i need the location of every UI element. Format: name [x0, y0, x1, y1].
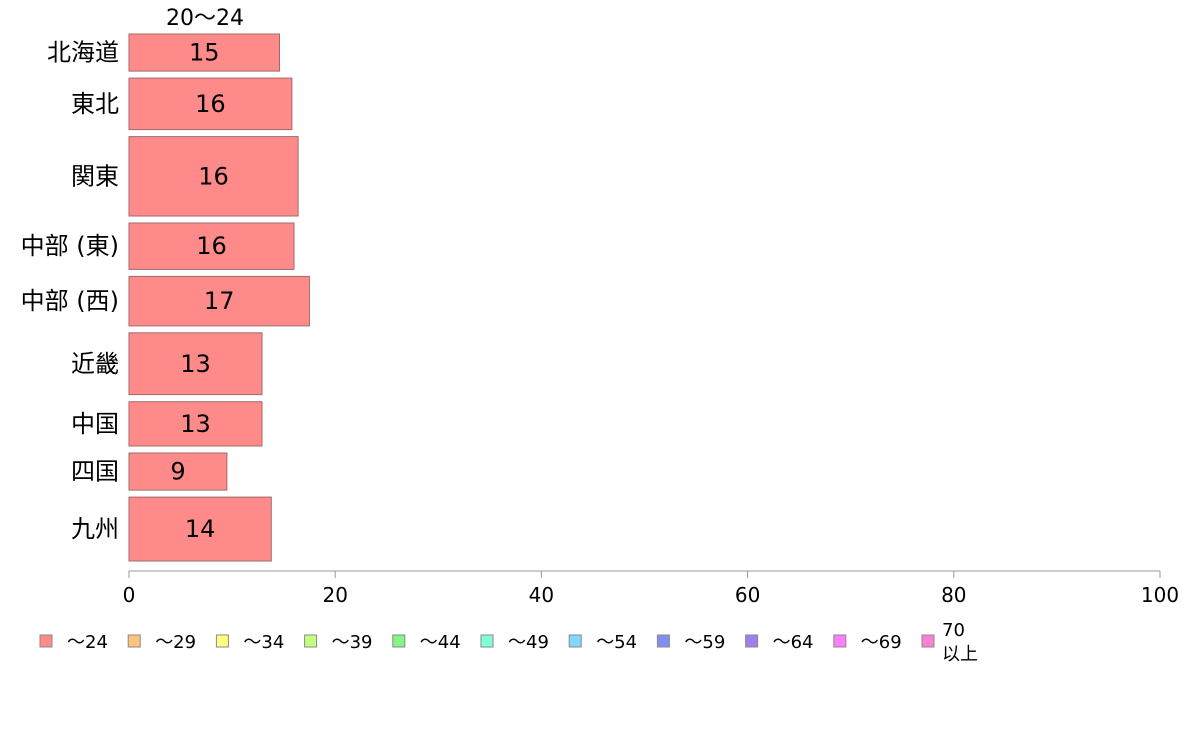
bar-value-label: 16: [198, 162, 229, 190]
legend-swatch: [392, 634, 406, 648]
legend-label: ～54: [596, 632, 637, 653]
legend-label: ～49: [508, 632, 549, 653]
bar: [128, 332, 263, 396]
bar: [128, 496, 272, 562]
column-header: 20～24: [166, 6, 244, 31]
bar-value-label: 13: [180, 410, 211, 438]
bars-group: 15 16 16 16 17 13 13 9 14: [128, 33, 310, 562]
legend-swatch: [480, 634, 494, 648]
bar: [128, 33, 280, 72]
legend-swatch: [304, 634, 318, 648]
legend-label: ～59: [684, 632, 725, 653]
legend-swatch: [921, 634, 935, 648]
x-tick-label: 0: [123, 583, 136, 607]
category-label: 東北: [71, 90, 119, 118]
x-tick-label: 40: [529, 583, 554, 607]
legend-swatch: [656, 634, 670, 648]
bar: [128, 222, 295, 270]
bar-value-label: 15: [189, 39, 220, 67]
bar: [128, 452, 228, 491]
category-label: 四国: [71, 458, 119, 486]
category-label: 近畿: [71, 350, 119, 378]
bar: [128, 275, 310, 327]
legend-label: ～29: [155, 632, 196, 653]
legend-swatch: [833, 634, 847, 648]
legend-label: ～44: [420, 632, 461, 653]
category-label: 中部 (西): [21, 287, 119, 315]
bar: [128, 77, 293, 131]
legend-label: 70: [942, 620, 965, 641]
x-tick-label: 60: [735, 583, 760, 607]
legend-label: ～64: [773, 632, 814, 653]
bar-value-label: 17: [204, 287, 235, 315]
bar-value-label: 13: [180, 350, 211, 378]
bar-value-label: 9: [170, 458, 185, 486]
category-label: 中部 (東): [21, 232, 119, 260]
legend-label: ～39: [332, 632, 373, 653]
legend-label: ～24: [67, 632, 108, 653]
x-tick-label: 100: [1141, 583, 1179, 607]
legend-swatch: [215, 634, 229, 648]
bar: [128, 136, 299, 217]
legend-swatch: [127, 634, 141, 648]
legend: ～24 ～29 ～34 ～39 ～44 ～49 ～54 ～59 ～64 ～69 70 以上: [39, 620, 978, 665]
bar-value-label: 14: [185, 515, 216, 543]
category-label: 中国: [71, 410, 119, 438]
legend-label: ～34: [243, 632, 284, 653]
category-label: 関東: [71, 162, 119, 190]
x-tick-label: 20: [322, 583, 347, 607]
legend-label: 以上: [942, 644, 978, 665]
legend-swatch: [39, 634, 53, 648]
legend-swatch: [568, 634, 582, 648]
bar: [128, 401, 263, 447]
legend-label: ～69: [861, 632, 902, 653]
x-axis-ticks: 0 20 40 60 80 100: [123, 571, 1179, 607]
bar-value-label: 16: [195, 90, 226, 118]
legend-swatch: [745, 634, 759, 648]
category-label: 九州: [71, 515, 119, 543]
x-tick-label: 80: [941, 583, 966, 607]
category-label: 北海道: [47, 39, 119, 67]
bar-value-label: 16: [196, 232, 227, 260]
